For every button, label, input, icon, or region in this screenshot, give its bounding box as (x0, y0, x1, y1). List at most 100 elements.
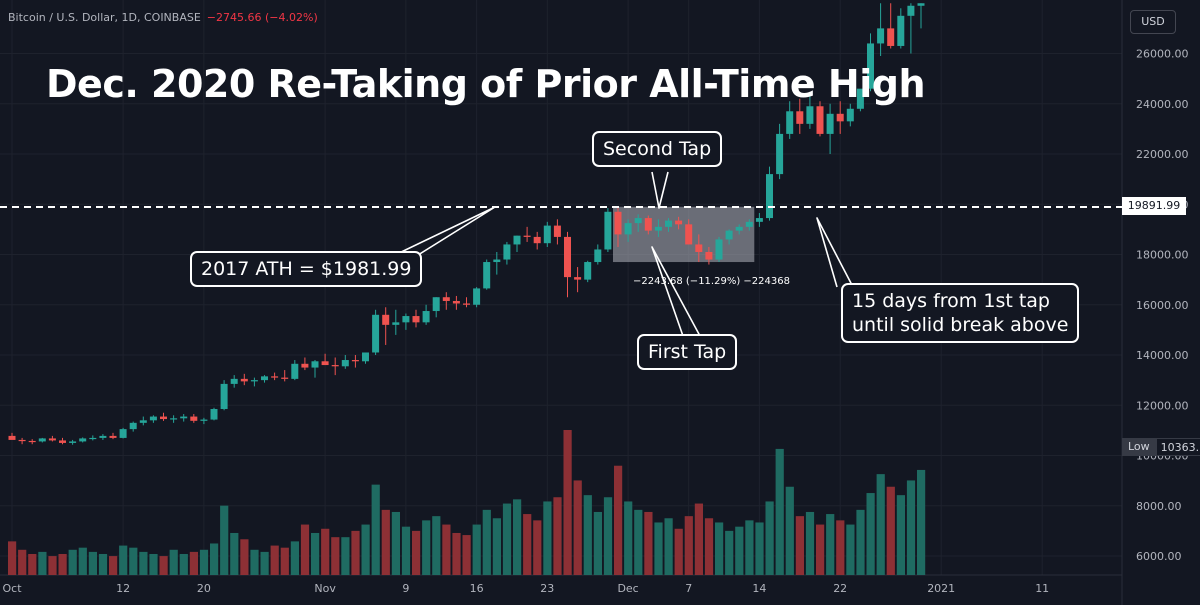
volume-bar (139, 551, 148, 575)
time-tick-label: 7 (685, 582, 692, 595)
currency-button[interactable]: USD (1130, 10, 1176, 34)
candle-body (543, 225, 551, 244)
volume-bar (169, 549, 178, 575)
volume-bar (755, 522, 764, 575)
price-tick-label: 26000.00 (1136, 48, 1189, 61)
candle-body (48, 438, 56, 441)
candle-body (574, 277, 582, 280)
volume-bar (361, 524, 370, 575)
second-tap-callout: Second Tap (592, 131, 723, 167)
candle-body (483, 262, 491, 289)
candle-body (503, 244, 511, 260)
volume-bar (280, 547, 289, 575)
candle-body (59, 440, 66, 443)
volume-bar (88, 551, 97, 575)
candle-body (271, 376, 279, 378)
price-tick-label: 16000.00 (1136, 299, 1189, 312)
volume-bar (290, 541, 299, 575)
volume-bar (654, 522, 663, 575)
candle-body (917, 3, 925, 6)
candle-body (210, 409, 218, 420)
volume-bar (442, 524, 451, 575)
candle-body (149, 416, 157, 421)
low-price-tag: Low 10363.76 (1122, 438, 1200, 456)
candle-body (584, 262, 592, 280)
candle-body (119, 429, 127, 438)
candle-body (8, 435, 16, 440)
candle-body (200, 419, 208, 421)
volume-bar (735, 526, 744, 575)
volume-bar (58, 553, 67, 575)
volume-bar (321, 528, 330, 575)
candle-body (351, 360, 359, 362)
volume-bar (119, 545, 128, 575)
volume-bar (765, 501, 774, 575)
volume-bar (725, 530, 734, 575)
volume-bar (109, 556, 118, 575)
candle-body (624, 223, 632, 235)
candle-body (18, 439, 26, 442)
volume-bar (220, 505, 229, 575)
candle-body (887, 28, 895, 46)
candle-body (846, 108, 854, 122)
low-label: Low (1122, 438, 1156, 456)
candle-body (190, 416, 198, 421)
volume-bar (523, 514, 532, 575)
candle-body (564, 236, 571, 278)
time-tick-label: 20 (197, 582, 211, 595)
candle-body (533, 236, 541, 244)
time-tick-label: 16 (470, 582, 484, 595)
volume-bar (563, 430, 572, 575)
price-tick-label: 6000.00 (1136, 550, 1182, 563)
volume-bar (482, 509, 491, 575)
candle-body (372, 314, 380, 353)
candle-body (139, 420, 147, 423)
candle-body (362, 352, 369, 362)
candle-body (766, 174, 773, 219)
candle-body (109, 435, 117, 438)
volume-bar (210, 543, 219, 575)
second-tap-pointer (651, 171, 669, 209)
candle-body (261, 376, 268, 381)
candle-body (755, 218, 763, 222)
volume-bar (230, 532, 239, 575)
time-axis: Oct 12 20 Nov 9 16 23 Dec 7 14 22 2021 11 (2, 582, 1049, 595)
volume-bar (492, 518, 501, 575)
volume-bar (311, 532, 320, 575)
first-tap-pointer (651, 246, 701, 337)
symbol-info: Bitcoin / U.S. Dollar, 1D, COINBASE (8, 11, 201, 24)
candle-body (594, 249, 602, 263)
volume-bar (846, 524, 855, 575)
time-tick-label: 11 (1035, 582, 1049, 595)
days-callout: 15 days from 1st tap until solid break a… (841, 283, 1080, 343)
candle-body (291, 363, 299, 379)
candle-body (170, 418, 178, 420)
volume-bar (745, 520, 754, 575)
volume-bar (603, 497, 613, 575)
volume-bar (189, 551, 198, 575)
candle-body (796, 111, 804, 124)
candle-body (321, 361, 329, 366)
volume-bar (199, 549, 209, 575)
volume-bar (401, 526, 411, 575)
time-tick-label: 14 (752, 582, 766, 595)
annotation-lines (0, 171, 1122, 337)
volume-bar (28, 553, 37, 575)
volume-bar (38, 551, 47, 575)
candle-body (513, 235, 521, 245)
candle-body (463, 303, 470, 305)
candle-body (311, 361, 319, 368)
time-tick-label: 12 (116, 582, 130, 595)
volume-bar (270, 545, 279, 575)
price-tick-label: 14000.00 (1136, 349, 1189, 362)
volume-bar (664, 518, 673, 575)
candle-body (442, 297, 450, 301)
candle-body (675, 220, 683, 225)
candle-body (301, 363, 309, 368)
volume-bar (896, 495, 905, 575)
volume-bar (502, 503, 512, 575)
candle-body (69, 441, 77, 443)
volume-bar (8, 541, 17, 575)
candle-body (331, 365, 339, 367)
